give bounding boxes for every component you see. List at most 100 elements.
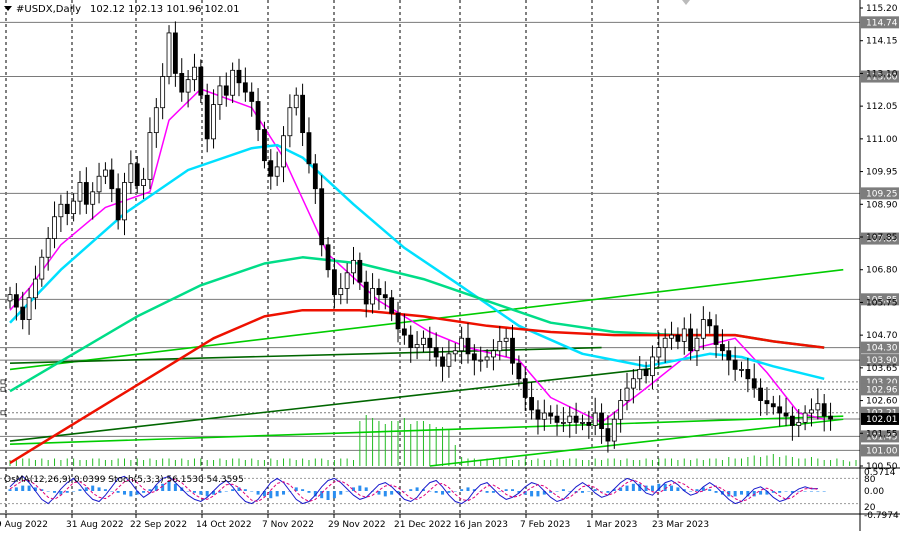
osma-bar [78, 489, 82, 491]
stoch-signal-line [9, 478, 818, 503]
osma-bar [542, 491, 546, 495]
osma-bar [110, 491, 114, 492]
osma-bar [167, 482, 171, 491]
osma-bar [8, 489, 12, 491]
candle-body [344, 272, 350, 289]
candle-body [370, 288, 375, 305]
candle-body [242, 82, 248, 93]
candles [7, 21, 833, 453]
osma-bar [631, 483, 635, 491]
candle-body [122, 182, 127, 221]
osma-bar [307, 491, 311, 493]
candle-body [39, 256, 45, 280]
ohlc-values: 102.12 102.13 101.96 102.01 [90, 4, 240, 15]
osma-bar [33, 487, 37, 491]
candle-body [160, 76, 166, 109]
osma-bar [765, 491, 769, 495]
osma-bar [790, 491, 794, 493]
osma-bar [262, 491, 266, 497]
candle-body [446, 353, 452, 367]
osma-bar [549, 491, 553, 493]
candle-body [77, 182, 83, 202]
level-label: 113.00 [866, 73, 898, 83]
trend-line [9, 346, 602, 364]
osma-bar [733, 491, 737, 497]
level-label: 109.25 [866, 189, 898, 199]
osma-bar [822, 491, 826, 492]
candle-body [300, 94, 306, 134]
candle-body [134, 163, 140, 186]
osma-bar [21, 485, 25, 491]
osma-bar [199, 491, 203, 495]
osma-bar [231, 489, 235, 491]
candle-body [503, 337, 509, 342]
y-tick-label: 103.65 [866, 364, 898, 374]
osma-bar [644, 485, 648, 491]
candle-body [656, 347, 662, 358]
candle-body [560, 421, 566, 424]
candle-body [815, 403, 821, 411]
osma-bar [313, 491, 317, 497]
osma-bar [40, 489, 44, 491]
osma-bar [561, 489, 565, 491]
osma-bar [72, 491, 76, 492]
osma-bar [701, 487, 705, 491]
osma-bar [402, 491, 406, 492]
candle-body [643, 369, 649, 377]
candle-body [325, 244, 331, 271]
level-label: 104.30 [866, 344, 898, 354]
osma-bar [778, 491, 782, 493]
candle-body [198, 66, 204, 96]
candle-body [739, 369, 744, 371]
level-label: 102.01 [866, 415, 898, 425]
osma-bar [447, 491, 451, 493]
osma-bar [803, 491, 807, 492]
candle-body [281, 135, 286, 168]
osma-bar [759, 491, 763, 495]
x-tick-label: 31 Aug 2022 [66, 520, 124, 530]
candle-body [548, 412, 554, 417]
candle-body [535, 409, 541, 420]
candle-body [293, 94, 299, 109]
candle-body [33, 278, 38, 299]
osma-bar [797, 491, 801, 492]
candle-body [141, 178, 146, 186]
candle-body [599, 412, 604, 430]
level-label: 105.85 [866, 295, 898, 305]
osma-bar [536, 491, 540, 497]
candle-body [20, 306, 26, 320]
candle-body [567, 415, 573, 423]
candle-body [732, 359, 738, 370]
candle-body [103, 169, 108, 177]
candle-body [147, 132, 153, 180]
osma-bar [383, 491, 387, 497]
candle-body [516, 362, 522, 380]
chart-header: #USDX,Daily 102.12 102.13 101.96 102.01 [4, 0, 690, 15]
osma-bar [218, 491, 222, 493]
candle-body [376, 288, 382, 296]
osma-bar [740, 491, 744, 495]
candle-body [783, 412, 789, 417]
osma-bar [27, 485, 31, 491]
osma-bar [600, 491, 604, 492]
level-label: 101.45 [866, 432, 898, 442]
osma-bar [250, 491, 254, 492]
oscillator-subwindow: 0.5714 0.00 -0.7974 80 20 [0, 468, 899, 521]
osma-bar [275, 491, 279, 497]
osma-bar [269, 491, 273, 499]
osma-bar [243, 489, 247, 491]
x-tick-label: 1 Mar 2023 [586, 520, 637, 530]
osma-bar [555, 491, 559, 492]
candle-body [421, 337, 426, 345]
level-marker [0, 379, 6, 385]
dropdown-triangle-icon[interactable] [4, 6, 12, 11]
candle-body [172, 32, 178, 74]
trend-lines [9, 268, 844, 467]
candle-body [249, 91, 255, 102]
osma-bar [523, 491, 527, 495]
osma-bar [676, 487, 680, 491]
osma-bar [708, 489, 712, 491]
shift-marker-icon[interactable] [682, 0, 690, 5]
